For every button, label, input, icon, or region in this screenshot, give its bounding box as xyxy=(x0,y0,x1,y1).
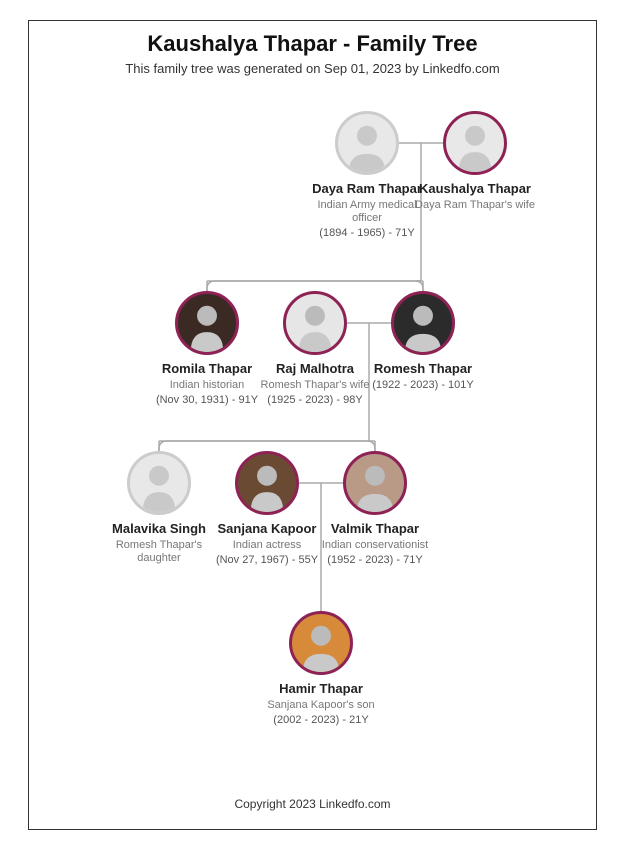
tree-node: Romesh Thapar (1922 - 2023) - 101Y xyxy=(363,291,483,391)
node-dates: (1925 - 2023) - 98Y xyxy=(255,394,375,406)
node-desc: Indian Army medical officer xyxy=(307,199,427,225)
node-dates: (1922 - 2023) - 101Y xyxy=(363,379,483,391)
avatar-photo xyxy=(235,451,299,515)
avatar-placeholder-icon xyxy=(335,111,399,175)
tree-node: Kaushalya Thapar Daya Ram Thapar's wife xyxy=(415,111,535,212)
node-desc: Indian actress xyxy=(207,539,327,552)
avatar-photo xyxy=(391,291,455,355)
node-desc: Daya Ram Thapar's wife xyxy=(415,199,535,212)
tree-node: Daya Ram Thapar Indian Army medical offic… xyxy=(307,111,427,239)
node-name: Malavika Singh xyxy=(99,521,219,537)
avatar-photo xyxy=(343,451,407,515)
avatar-placeholder-icon xyxy=(443,111,507,175)
avatar-photo xyxy=(289,611,353,675)
tree-area: Daya Ram Thapar Indian Army medical offic… xyxy=(29,91,596,779)
copyright: Copyright 2023 Linkedfo.com xyxy=(29,797,596,811)
node-name: Raj Malhotra xyxy=(255,361,375,377)
tree-node: Sanjana Kapoor Indian actress (Nov 27, 196… xyxy=(207,451,327,566)
page-subtitle: This family tree was generated on Sep 01… xyxy=(29,61,596,76)
node-desc: Romesh Thapar's daughter xyxy=(99,539,219,565)
node-dates: (1952 - 2023) - 71Y xyxy=(315,554,435,566)
node-desc: Sanjana Kapoor's son xyxy=(261,699,381,712)
tree-node: Raj Malhotra Romesh Thapar's wife (1925 - … xyxy=(255,291,375,406)
avatar-photo xyxy=(283,291,347,355)
avatar-photo xyxy=(175,291,239,355)
node-dates: (Nov 30, 1931) - 91Y xyxy=(147,394,267,406)
tree-frame: Kaushalya Thapar - Family Tree This fami… xyxy=(28,20,597,830)
node-name: Hamir Thapar xyxy=(261,681,381,697)
tree-node: Hamir Thapar Sanjana Kapoor's son (2002 - … xyxy=(261,611,381,726)
node-name: Daya Ram Thapar xyxy=(307,181,427,197)
node-name: Valmik Thapar xyxy=(315,521,435,537)
node-desc: Romesh Thapar's wife xyxy=(255,379,375,392)
tree-node: Valmik Thapar Indian conservationist (1952… xyxy=(315,451,435,566)
node-name: Romila Thapar xyxy=(147,361,267,377)
node-desc: Indian conservationist xyxy=(315,539,435,552)
node-dates: (1894 - 1965) - 71Y xyxy=(307,227,427,239)
tree-node: Malavika Singh Romesh Thapar's daughter xyxy=(99,451,219,565)
node-dates: (Nov 27, 1967) - 55Y xyxy=(207,554,327,566)
avatar-placeholder-icon xyxy=(127,451,191,515)
node-dates: (2002 - 2023) - 21Y xyxy=(261,714,381,726)
node-name: Kaushalya Thapar xyxy=(415,181,535,197)
page-title: Kaushalya Thapar - Family Tree xyxy=(29,31,596,57)
node-name: Sanjana Kapoor xyxy=(207,521,327,537)
tree-node: Romila Thapar Indian historian (Nov 30, 19… xyxy=(147,291,267,406)
node-name: Romesh Thapar xyxy=(363,361,483,377)
node-desc: Indian historian xyxy=(147,379,267,392)
